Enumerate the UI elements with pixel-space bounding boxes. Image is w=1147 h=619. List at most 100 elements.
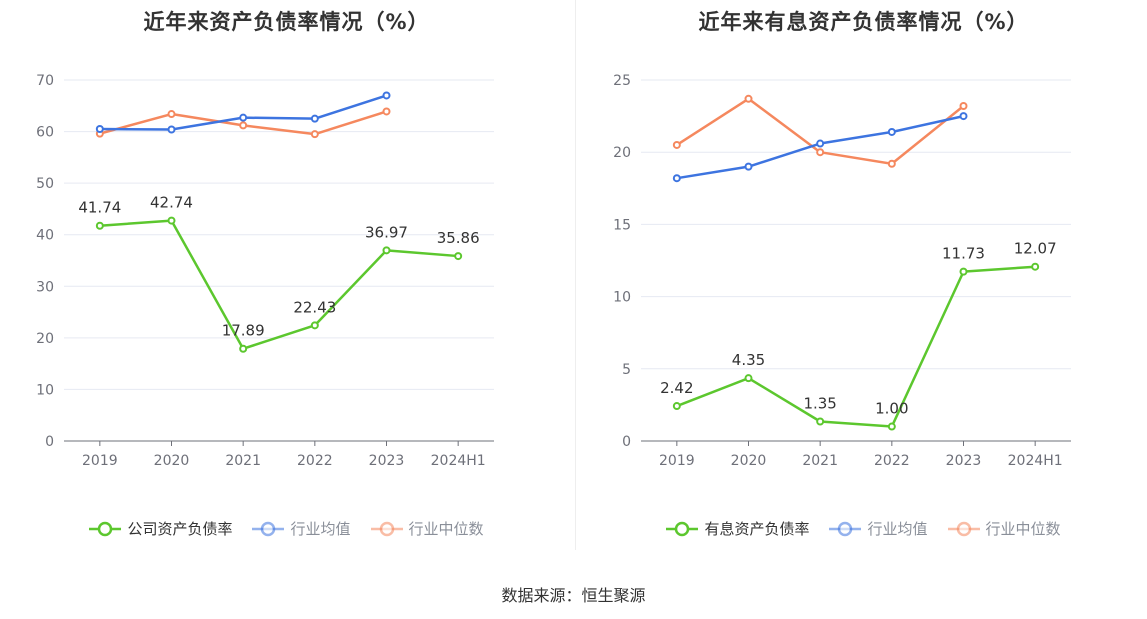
- data-point: [887, 422, 896, 431]
- data-point: [167, 216, 176, 225]
- data-point: [816, 148, 825, 157]
- x-tick-label: 2023: [946, 453, 982, 469]
- data-label: 17.89: [222, 322, 265, 340]
- data-point: [887, 159, 896, 168]
- x-tick-label: 2023: [369, 453, 405, 469]
- y-tick-label: 20: [36, 331, 54, 347]
- data-point: [95, 124, 104, 133]
- x-tick-label: 2019: [659, 453, 695, 469]
- chart-plot-area: 0 10 20 30 40 50 60 70 2019 2020 2021 2022 2023 2024H…: [36, 73, 494, 469]
- x-tick-label: 2019: [82, 453, 118, 469]
- y-tick-label: 5: [622, 362, 631, 378]
- legend-marker: [98, 521, 113, 536]
- legend-marker: [379, 521, 394, 536]
- legend-item[interactable]: 行业中位数: [370, 518, 484, 539]
- legend-item[interactable]: 有息资产负债率: [666, 518, 809, 539]
- data-point: [744, 374, 753, 383]
- data-point: [167, 110, 176, 119]
- chart-plot-area: 0 5 10 15 20 25 2019 2020 2021 2022 2023 2024H1 2.42…: [613, 73, 1071, 469]
- data-point: [239, 344, 248, 353]
- legend-item[interactable]: 行业均值: [252, 518, 351, 539]
- data-point: [816, 139, 825, 148]
- data-point: [95, 221, 104, 230]
- data-point: [167, 125, 176, 134]
- data-point: [310, 114, 319, 123]
- data-point: [382, 91, 391, 100]
- y-tick-label: 50: [36, 176, 54, 192]
- y-tick-label: 0: [622, 434, 631, 450]
- legend-label: 有息资产负债率: [704, 520, 810, 538]
- data-point: [382, 246, 391, 255]
- legend-marker: [675, 521, 690, 536]
- data-point: [310, 130, 319, 139]
- y-tick-label: 25: [613, 73, 631, 89]
- data-point: [816, 417, 825, 426]
- data-label: 41.74: [78, 199, 121, 217]
- y-tick-label: 70: [36, 73, 54, 89]
- y-tick-label: 0: [45, 434, 54, 450]
- series-line: [99, 219, 459, 350]
- data-point: [672, 174, 681, 183]
- legend-label: 行业中位数: [985, 520, 1061, 538]
- data-point: [310, 321, 319, 330]
- legend-swatch-icon: [947, 521, 980, 536]
- legend-swatch-icon: [829, 521, 862, 536]
- data-point: [959, 112, 968, 121]
- data-label: 22.43: [293, 298, 336, 316]
- interest-bearing-liability-ratio-chart: 近年来有息资产负债率情况（%） 0 5 10 15 20 25 2019 2020 2021 20…: [577, 0, 1147, 560]
- data-point: [239, 113, 248, 122]
- legend-item[interactable]: 行业均值: [829, 518, 928, 539]
- y-tick-label: 30: [36, 279, 54, 295]
- y-tick-label: 10: [36, 382, 54, 398]
- legend-marker: [956, 521, 971, 536]
- x-tick-label: 2024H1: [1008, 453, 1063, 469]
- data-point: [744, 162, 753, 171]
- legend-swatch-icon: [370, 521, 403, 536]
- legend-item[interactable]: 行业中位数: [947, 518, 1061, 539]
- data-point: [959, 101, 968, 110]
- legend-marker: [838, 521, 853, 536]
- x-tick-label: 2021: [225, 453, 261, 469]
- y-tick-label: 40: [36, 228, 54, 244]
- y-tick-label: 20: [613, 145, 631, 161]
- legend-label: 行业中位数: [408, 520, 484, 538]
- legend-label: 行业均值: [290, 520, 351, 538]
- x-tick-label: 2022: [297, 453, 333, 469]
- data-point: [744, 94, 753, 103]
- data-source-note: 数据来源：恒生聚源: [501, 586, 646, 605]
- asset-liability-ratio-chart: 近年来资产负债率情况（%） 0 10 20 30 40 50 60 70 2019 2020 202…: [0, 0, 573, 560]
- data-point: [239, 121, 248, 130]
- data-point: [1031, 262, 1040, 271]
- y-tick-label: 60: [36, 125, 54, 141]
- y-tick-label: 15: [613, 217, 631, 233]
- data-point: [454, 252, 463, 261]
- data-point: [887, 127, 896, 136]
- data-point: [672, 402, 681, 411]
- chart-title: 近年来有息资产负债率情况（%）: [698, 10, 1029, 34]
- legend-label: 行业均值: [867, 520, 928, 538]
- data-label: 12.07: [1014, 240, 1057, 258]
- chart-legend: 有息资产负债率 行业均值 行业中位数: [577, 518, 1147, 539]
- legend-label: 公司资产负债率: [127, 520, 233, 538]
- legend-swatch-icon: [252, 521, 285, 536]
- legend-marker: [261, 521, 276, 536]
- data-label: 2.42: [660, 379, 693, 397]
- x-tick-label: 2022: [874, 453, 910, 469]
- data-point: [959, 267, 968, 276]
- legend-swatch-icon: [89, 521, 122, 536]
- data-label: 1.00: [875, 400, 908, 418]
- x-tick-label: 2020: [731, 453, 767, 469]
- data-point: [672, 140, 681, 149]
- x-tick-label: 2024H1: [431, 453, 486, 469]
- data-label: 36.97: [365, 223, 408, 241]
- x-tick-label: 2021: [802, 453, 838, 469]
- chart-title: 近年来资产负债率情况（%）: [143, 10, 430, 34]
- legend-swatch-icon: [666, 521, 699, 536]
- series-line: [676, 265, 1036, 428]
- data-label: 42.74: [150, 194, 193, 212]
- data-label: 1.35: [803, 395, 836, 413]
- legend-item[interactable]: 公司资产负债率: [89, 518, 232, 539]
- data-label: 35.86: [437, 229, 480, 247]
- panel-divider: [575, 0, 576, 550]
- data-label: 4.35: [732, 351, 765, 369]
